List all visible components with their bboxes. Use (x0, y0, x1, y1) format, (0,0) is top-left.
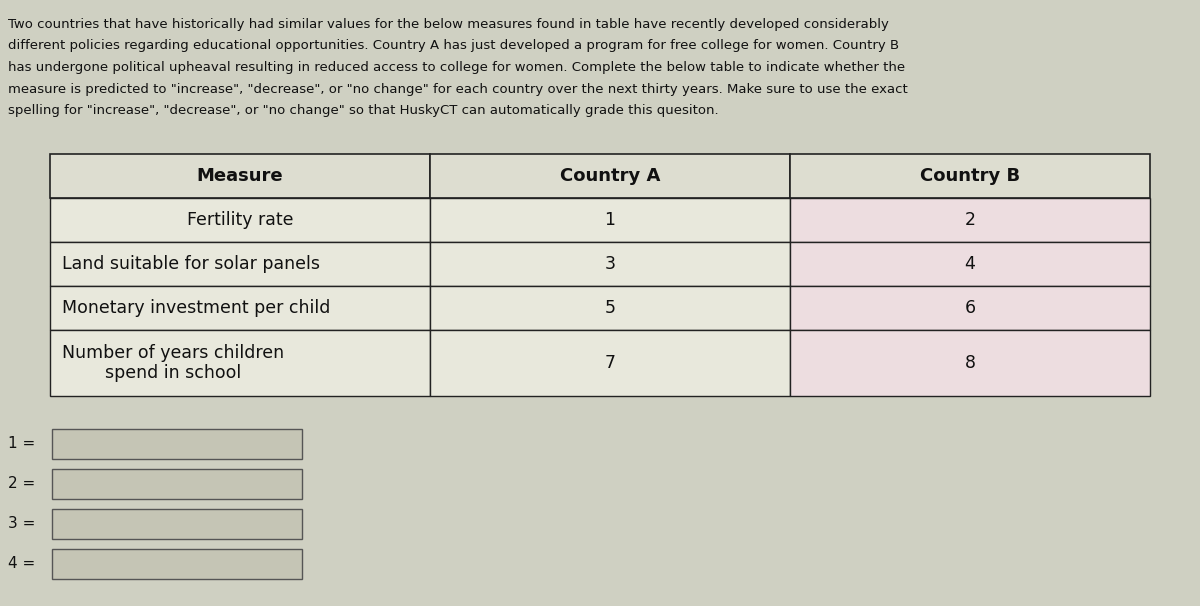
Bar (430, 330, 790, 396)
Text: 6: 6 (965, 299, 976, 317)
Bar (50, 286, 430, 330)
Text: Number of years children
spend in school: Number of years children spend in school (62, 344, 284, 382)
Text: Fertility rate: Fertility rate (187, 211, 293, 229)
Bar (790, 154, 1150, 198)
Text: has undergone political upheaval resulting in reduced access to college for wome: has undergone political upheaval resulti… (8, 61, 905, 74)
Text: Country A: Country A (560, 167, 660, 185)
Bar (52, 429, 302, 459)
Text: different policies regarding educational opportunities. Country A has just devel: different policies regarding educational… (8, 39, 899, 53)
Bar (50, 330, 430, 396)
Bar (50, 198, 430, 242)
Bar (430, 286, 790, 330)
Bar (52, 549, 302, 579)
Text: 1 =: 1 = (8, 436, 35, 451)
Text: 3: 3 (605, 255, 616, 273)
Text: 4: 4 (965, 255, 976, 273)
Text: 1: 1 (605, 211, 616, 229)
Bar (790, 198, 1150, 242)
Text: 2: 2 (965, 211, 976, 229)
Text: 7: 7 (605, 354, 616, 372)
Bar (50, 242, 430, 286)
Bar (790, 242, 1150, 286)
Text: spelling for "increase", "decrease", or "no change" so that HuskyCT can automati: spelling for "increase", "decrease", or … (8, 104, 719, 117)
Bar (430, 198, 790, 242)
Text: Measure: Measure (197, 167, 283, 185)
Text: Two countries that have historically had similar values for the below measures f: Two countries that have historically had… (8, 18, 889, 31)
Text: measure is predicted to "increase", "decrease", or "no change" for each country : measure is predicted to "increase", "dec… (8, 82, 907, 96)
Bar (52, 509, 302, 539)
Text: 8: 8 (965, 354, 976, 372)
Bar (50, 154, 430, 198)
Bar (790, 286, 1150, 330)
Text: Land suitable for solar panels: Land suitable for solar panels (62, 255, 320, 273)
Text: 2 =: 2 = (8, 476, 35, 491)
Text: 5: 5 (605, 299, 616, 317)
Text: 4 =: 4 = (8, 556, 35, 571)
Text: Country B: Country B (920, 167, 1020, 185)
Bar (430, 242, 790, 286)
Bar (52, 469, 302, 499)
Bar (790, 330, 1150, 396)
Bar (430, 154, 790, 198)
Text: 3 =: 3 = (8, 516, 35, 531)
Text: Monetary investment per child: Monetary investment per child (62, 299, 330, 317)
